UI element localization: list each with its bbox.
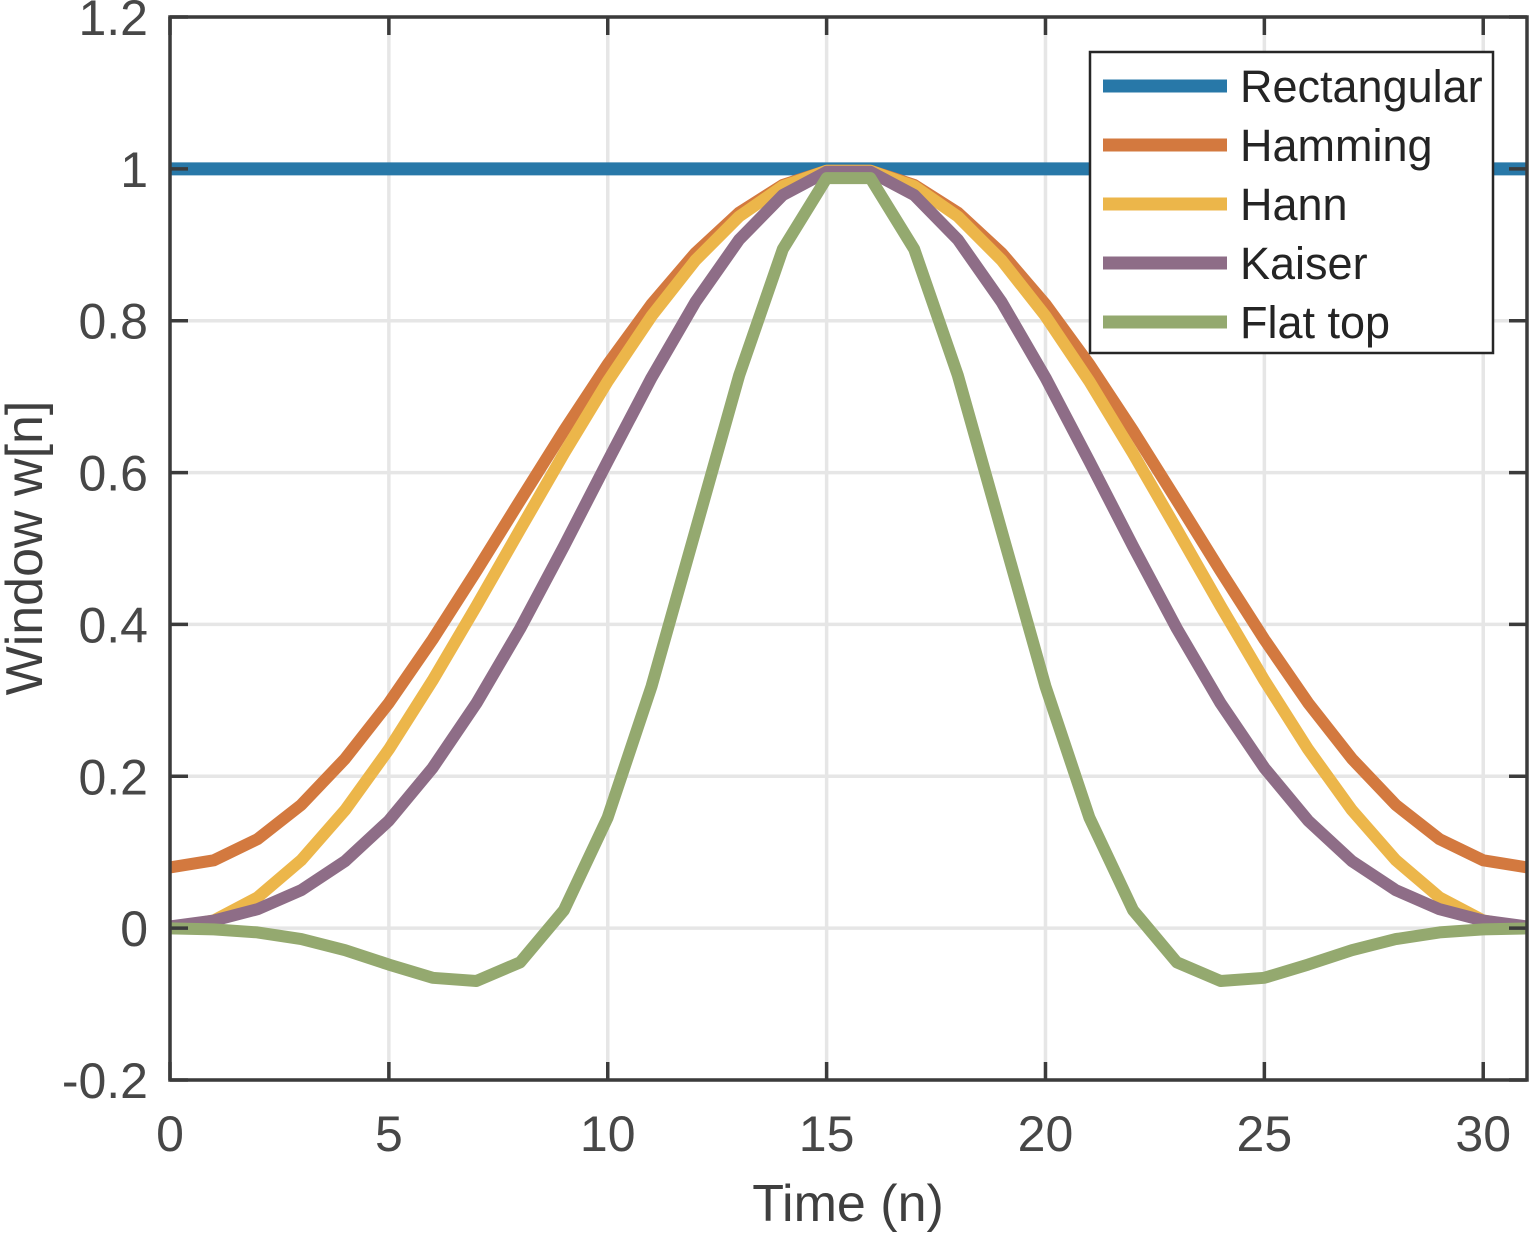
- axis-layer: [168, 15, 1529, 1082]
- tick-label-layer: 0 5 10 15 20 25 30-0.200.20.40.60.811.2: [62, 0, 1511, 1162]
- y-tick-label-1.2: 1.2: [78, 0, 148, 46]
- legend-item-hamming: Hamming: [1103, 120, 1433, 171]
- legend-item-kaiser: Kaiser: [1103, 238, 1368, 289]
- x-tick-label-10: 10: [580, 1106, 636, 1162]
- y-tick-label--0.2: -0.2: [62, 1053, 148, 1109]
- legend-item-rectangular: Rectangular: [1103, 61, 1483, 112]
- legend-label-rectangular: Rectangular: [1240, 61, 1483, 112]
- legend-label-flat-top: Flat top: [1240, 297, 1390, 348]
- y-tick-label-1: 1: [120, 142, 148, 198]
- plot-box: [168, 15, 1529, 1082]
- legend: Rectangular Hamming Hann Kaiser Flat top: [1088, 50, 1495, 355]
- x-axis-label: Time (n): [752, 1175, 944, 1233]
- y-tick-label-0.4: 0.4: [78, 597, 148, 653]
- legend-item-hann: Hann: [1103, 179, 1348, 230]
- x-tick-label-30: 30: [1455, 1106, 1511, 1162]
- x-tick-label-25: 25: [1237, 1106, 1293, 1162]
- x-tick-label-0: 0: [156, 1106, 184, 1162]
- x-tick-label-5: 5: [375, 1106, 403, 1162]
- legend-label-hann: Hann: [1240, 179, 1348, 230]
- y-tick-label-0.8: 0.8: [78, 294, 148, 350]
- y-axis-label: Window w[n]: [0, 401, 54, 696]
- curves-layer: [168, 162, 1529, 987]
- x-tick-label-20: 20: [1018, 1106, 1074, 1162]
- curve-flat-top: [169, 172, 1528, 987]
- curve-kaiser: [169, 165, 1528, 933]
- y-tick-label-0.2: 0.2: [78, 749, 148, 805]
- legend-item-flat-top: Flat top: [1103, 297, 1390, 348]
- legend-label-kaiser: Kaiser: [1240, 238, 1368, 289]
- y-tick-label-0: 0: [120, 901, 148, 957]
- x-tick-label-15: 15: [799, 1106, 855, 1162]
- y-tick-label-0.6: 0.6: [78, 446, 148, 502]
- legend-label-hamming: Hamming: [1240, 120, 1433, 171]
